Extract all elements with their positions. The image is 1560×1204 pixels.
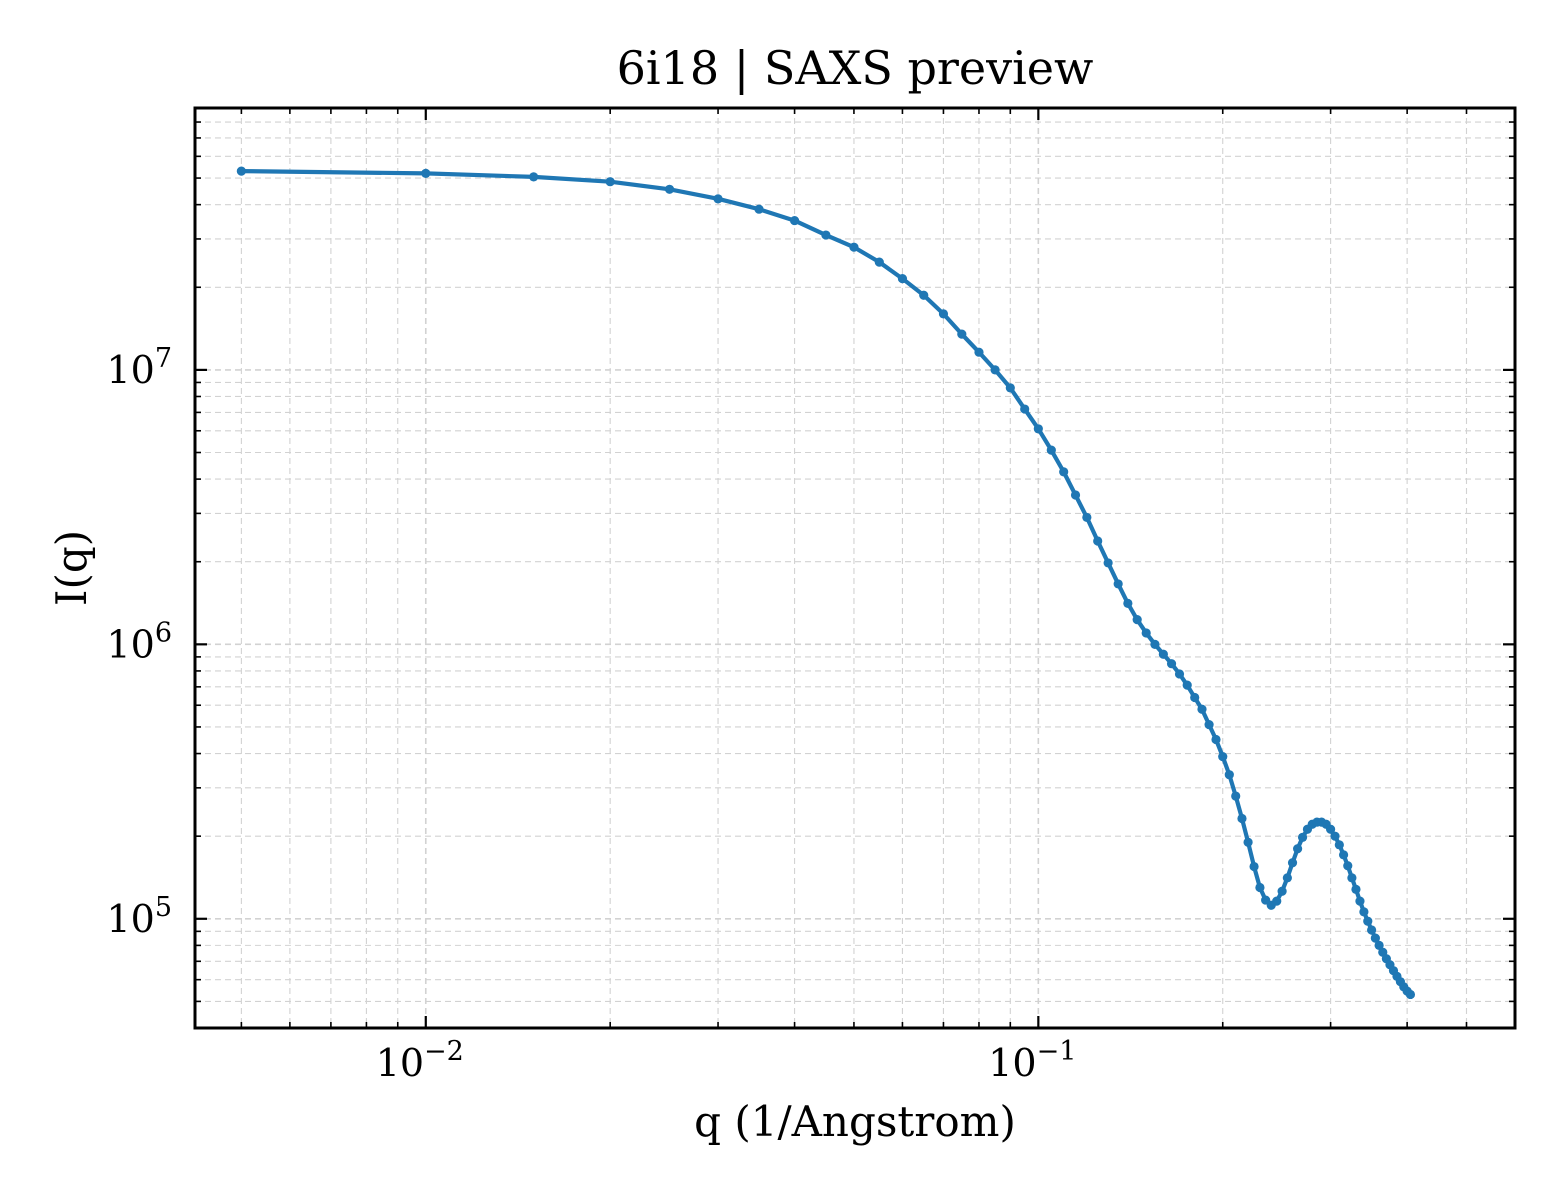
data-point bbox=[1005, 383, 1015, 393]
data-point bbox=[1190, 692, 1200, 703]
data-point bbox=[1330, 831, 1340, 841]
data-point bbox=[1020, 404, 1030, 414]
data-point bbox=[1103, 558, 1113, 568]
data-point bbox=[713, 194, 723, 204]
data-point bbox=[919, 290, 929, 300]
data-point bbox=[1132, 615, 1142, 625]
data-point bbox=[1211, 734, 1221, 745]
data-point bbox=[1249, 861, 1259, 872]
data-point bbox=[1141, 628, 1151, 638]
data-point bbox=[1231, 791, 1241, 801]
data-point bbox=[1293, 844, 1303, 854]
data-point bbox=[1363, 916, 1373, 926]
x-axis-label: q (1/Angstrom) bbox=[694, 1097, 1016, 1146]
data-point bbox=[1359, 907, 1369, 917]
data-point bbox=[821, 230, 831, 240]
data-point bbox=[664, 184, 675, 194]
data-point bbox=[1082, 512, 1092, 523]
data-point bbox=[1347, 873, 1357, 883]
data-point bbox=[1326, 824, 1336, 834]
y-tick-label: 106 bbox=[106, 617, 172, 666]
data-point bbox=[849, 242, 859, 252]
data-point bbox=[1370, 933, 1380, 943]
data-point bbox=[1297, 832, 1308, 842]
data-point bbox=[974, 347, 984, 357]
data-point bbox=[1343, 861, 1353, 871]
data-point bbox=[605, 177, 615, 187]
chart-title: 6i18 | SAXS preview bbox=[617, 41, 1094, 95]
data-point bbox=[1204, 719, 1214, 730]
data-point bbox=[1351, 884, 1361, 894]
data-point bbox=[1182, 680, 1192, 690]
data-point bbox=[938, 309, 949, 319]
data-point bbox=[1150, 639, 1160, 649]
data-point bbox=[1059, 467, 1069, 477]
data-point bbox=[1197, 704, 1207, 714]
data-point bbox=[1070, 490, 1081, 500]
data-point bbox=[789, 215, 800, 226]
data-point bbox=[1405, 989, 1416, 1000]
data-point bbox=[754, 204, 764, 214]
y-tick-label: 107 bbox=[106, 343, 172, 392]
data-point bbox=[1224, 770, 1234, 780]
y-tick-label: 105 bbox=[106, 892, 172, 941]
data-point bbox=[1255, 882, 1265, 893]
data-point bbox=[1243, 837, 1253, 847]
data-point bbox=[1272, 896, 1282, 906]
data-point bbox=[1158, 649, 1168, 659]
data-point bbox=[236, 166, 246, 176]
x-tick-label: 10−1 bbox=[988, 1036, 1076, 1085]
tick-labels: 10−2 10−1 105 106 107 bbox=[106, 343, 1076, 1085]
data-point bbox=[1033, 424, 1043, 434]
data-point bbox=[1287, 858, 1298, 868]
data-point bbox=[1046, 445, 1056, 455]
data-point bbox=[1338, 850, 1349, 860]
data-point bbox=[1355, 896, 1365, 906]
plot-frame bbox=[193, 106, 1517, 1030]
data-point bbox=[421, 168, 431, 178]
data-point bbox=[1113, 579, 1123, 589]
data-point bbox=[1282, 873, 1292, 883]
data-point bbox=[1123, 598, 1133, 608]
data-point bbox=[1166, 659, 1177, 669]
data-point bbox=[1237, 813, 1247, 824]
data-point bbox=[1218, 751, 1228, 762]
x-tick-label: 10−2 bbox=[376, 1036, 464, 1085]
data-point bbox=[990, 365, 1000, 375]
data-point bbox=[874, 257, 884, 267]
data-point bbox=[1277, 886, 1287, 896]
data-series bbox=[236, 166, 1416, 1000]
y-axis-label: I(q) bbox=[47, 530, 96, 606]
data-point bbox=[1174, 669, 1185, 679]
data-point bbox=[897, 274, 908, 284]
data-point bbox=[1367, 925, 1377, 935]
data-point bbox=[957, 329, 967, 339]
data-point bbox=[1093, 536, 1103, 546]
data-point bbox=[1374, 940, 1384, 950]
data-point bbox=[1334, 840, 1344, 850]
data-point bbox=[529, 172, 539, 182]
